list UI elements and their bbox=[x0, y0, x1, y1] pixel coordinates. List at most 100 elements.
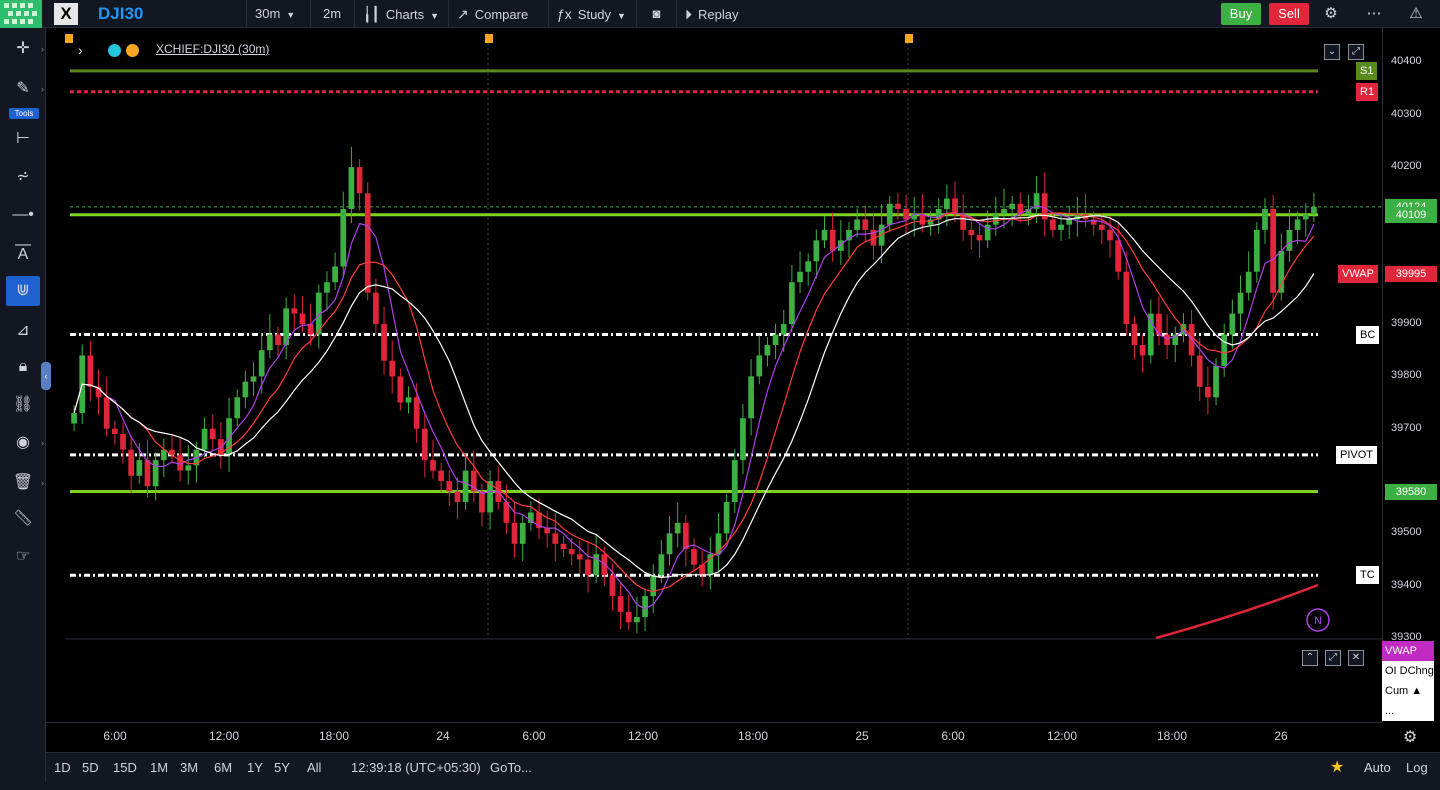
candle-body bbox=[324, 282, 330, 292]
range-button-1y[interactable]: 1Y bbox=[247, 753, 263, 783]
price-axis[interactable]: 40400 40300 40200 39900 39800 39700 39500 39400… bbox=[1382, 28, 1440, 722]
candle-body bbox=[422, 429, 428, 460]
gear-icon[interactable]: ⚙ bbox=[1320, 3, 1342, 25]
maximize-pane-icon[interactable]: ⤢ bbox=[1348, 44, 1364, 60]
range-button-3m[interactable]: 3M bbox=[180, 753, 198, 783]
level-badge-tc: TC bbox=[1356, 566, 1379, 584]
x-close-icon[interactable]: X bbox=[54, 3, 78, 25]
pattern-icon[interactable]: ⩫ bbox=[6, 162, 40, 192]
snapshot-button[interactable]: ◙ bbox=[636, 0, 676, 28]
price-tick: 40300 bbox=[1391, 108, 1422, 120]
interval2-button[interactable]: 2m bbox=[310, 0, 354, 28]
collapse-pane-icon[interactable]: ⌄ bbox=[1324, 44, 1340, 60]
candle-body bbox=[618, 596, 624, 612]
indicator-item[interactable]: ... bbox=[1382, 701, 1434, 721]
candle-body bbox=[1238, 293, 1244, 314]
range-button-all[interactable]: All bbox=[307, 753, 321, 783]
trash-icon[interactable]: 🗑︎ › bbox=[6, 468, 40, 498]
indicator-item[interactable]: OI DChng bbox=[1382, 661, 1434, 681]
interval-dropdown[interactable]: 30m ▼ bbox=[246, 0, 310, 28]
candle-body bbox=[968, 230, 974, 235]
magnet-icon[interactable]: ⋓ bbox=[6, 276, 40, 306]
candle-body bbox=[349, 167, 355, 209]
range-button-5d[interactable]: 5D bbox=[82, 753, 99, 783]
crosshair-icon[interactable]: ✛ › bbox=[6, 34, 40, 64]
settings-icon[interactable]: ⚙ bbox=[1403, 727, 1417, 747]
range-button-1m[interactable]: 1M bbox=[150, 753, 168, 783]
text-tool-icon[interactable]: A bbox=[6, 240, 40, 270]
replay-button[interactable]: ⏵ Replay bbox=[676, 0, 760, 28]
ruler-icon[interactable]: 📏︎ bbox=[6, 504, 40, 534]
symbol-legend[interactable]: XCHIEF:DJI30 (30m) bbox=[156, 42, 269, 56]
brush-icon[interactable]: ⊿ bbox=[6, 316, 40, 346]
goto-button[interactable]: GoTo... bbox=[490, 753, 532, 783]
candle-body bbox=[601, 554, 607, 575]
candle-body bbox=[1205, 387, 1211, 397]
candle-body bbox=[854, 219, 860, 229]
pencil-icon[interactable]: ✎ › bbox=[6, 74, 40, 104]
buy-button[interactable]: Buy bbox=[1221, 3, 1261, 25]
candle-body bbox=[1303, 214, 1309, 219]
day-marker bbox=[905, 34, 913, 43]
candle-body bbox=[357, 167, 363, 193]
candle-body bbox=[1099, 225, 1105, 230]
candle-body bbox=[251, 376, 257, 381]
chart-canvas[interactable]: N bbox=[46, 28, 1382, 722]
chevron-down-icon: ▼ bbox=[430, 11, 439, 21]
symbol-search[interactable]: DJI30 bbox=[98, 4, 143, 24]
candle-body bbox=[887, 204, 893, 225]
link-icon[interactable]: ⛓ bbox=[6, 390, 40, 420]
candle-body bbox=[813, 240, 819, 261]
range-button-6m[interactable]: 6M bbox=[214, 753, 232, 783]
compare-label: Compare bbox=[475, 7, 528, 22]
hand-cursor-icon[interactable]: ☞ bbox=[6, 542, 40, 572]
candle-body bbox=[1140, 345, 1146, 355]
more-icon[interactable]: ⋯ bbox=[1363, 3, 1385, 25]
alert-icon[interactable]: ⚠ bbox=[1405, 3, 1427, 25]
candle-body bbox=[120, 434, 126, 450]
tools-label: Tools bbox=[9, 108, 39, 119]
candle-body bbox=[243, 382, 249, 398]
horizontal-line-icon[interactable]: —•— bbox=[6, 200, 40, 230]
log-scale-button[interactable]: Log bbox=[1406, 753, 1428, 783]
candle-body bbox=[1229, 314, 1235, 335]
candle-body bbox=[944, 199, 950, 209]
candle-body bbox=[1213, 366, 1219, 397]
range-button-1d[interactable]: 1D bbox=[54, 753, 71, 783]
star-icon[interactable]: ★ bbox=[1330, 753, 1344, 783]
sell-button[interactable]: Sell bbox=[1269, 3, 1309, 25]
price-tick: 39700 bbox=[1391, 422, 1422, 434]
candle-body bbox=[626, 612, 632, 622]
currency-icon bbox=[126, 44, 139, 57]
charts-dropdown[interactable]: ╽┃ Charts ▼ bbox=[354, 0, 446, 28]
candle-body bbox=[234, 397, 240, 418]
day-marker bbox=[65, 34, 73, 43]
candle-body bbox=[185, 465, 191, 470]
price-chart[interactable]: N XCHIEF:DJI30 (30m) › ⌄ ⤢ ⌃ ⤢ ✕ S1 R1 BC P… bbox=[46, 28, 1382, 722]
lock-icon[interactable]: 🔒︎ bbox=[6, 352, 40, 382]
time-tick: 6:00 bbox=[941, 729, 964, 743]
eye-icon[interactable]: ◉ › bbox=[6, 428, 40, 458]
pane-maximize-icon[interactable]: ⤢ bbox=[1325, 650, 1341, 666]
time-tick: 25 bbox=[855, 729, 868, 743]
pane-up-icon[interactable]: ⌃ bbox=[1302, 650, 1318, 666]
auto-scale-button[interactable]: Auto bbox=[1364, 753, 1391, 783]
candle-body bbox=[585, 560, 591, 576]
candle-body bbox=[789, 282, 795, 324]
pane-close-icon[interactable]: ✕ bbox=[1348, 650, 1364, 666]
chevron-right-icon[interactable]: › bbox=[78, 42, 83, 58]
study-dropdown[interactable]: ƒx Study ▼ bbox=[548, 0, 634, 28]
range-button-15d[interactable]: 15D bbox=[113, 753, 137, 783]
indicator-item[interactable]: Cum ▲ bbox=[1382, 681, 1434, 701]
range-button-5y[interactable]: 5Y bbox=[274, 753, 290, 783]
candle-body bbox=[365, 193, 371, 292]
compare-button[interactable]: ↗ Compare bbox=[448, 0, 548, 28]
candle-body bbox=[430, 460, 436, 470]
time-axis[interactable]: ⚙ 6:00 12:00 18:00 24 6:00 12:00 18:00 25 6:00 12… bbox=[46, 722, 1382, 752]
indicator-item[interactable]: VWAP bbox=[1382, 641, 1434, 661]
candle-body bbox=[463, 471, 469, 502]
ma-mid-line bbox=[74, 213, 1314, 592]
candle-body bbox=[1254, 230, 1260, 272]
candle-body bbox=[88, 355, 94, 386]
measure-path-icon[interactable]: ⊢ bbox=[6, 124, 40, 154]
